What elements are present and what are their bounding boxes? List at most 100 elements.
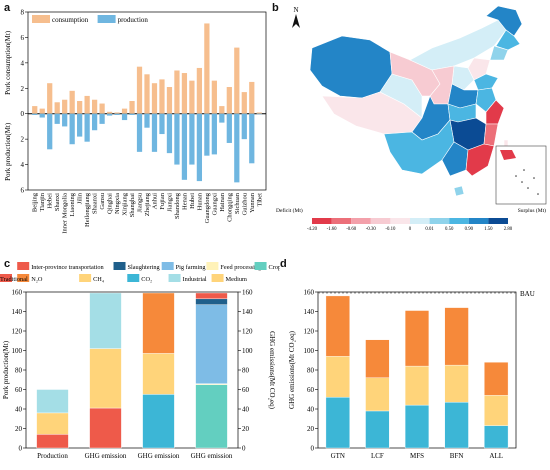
bar-production: [166, 113, 173, 154]
scale-swatch: [449, 218, 469, 224]
bar-production: [256, 113, 262, 115]
bar-consumption: [144, 74, 150, 114]
legend-label: Inter-province transportation: [31, 264, 104, 271]
y-tick-label-right: 100: [242, 347, 253, 355]
x-tick-label: GHG emission: [191, 452, 233, 460]
bar-consumption: [84, 95, 90, 114]
x-tick-label: Yunnan: [249, 192, 256, 213]
x-tick-label: Inner Mongolia: [62, 193, 69, 234]
legend-swatch: [79, 274, 92, 282]
x-tick-label: Jiangxi: [166, 193, 173, 212]
bar-consumption: [77, 101, 83, 114]
bar-CO₂: [404, 404, 430, 449]
y-tick-label: 4: [21, 59, 25, 67]
bar-segment: [142, 292, 175, 354]
bar-CH₄: [484, 395, 509, 426]
x-tick-label: Heilongjiang: [84, 192, 91, 227]
y-tick-label-left: 160: [12, 289, 23, 297]
bar-production: [174, 113, 180, 165]
y-tick-label: 80: [307, 367, 315, 375]
region-heilongjiang: [485, 5, 523, 37]
scale-swatch: [351, 218, 371, 224]
bar-consumption: [249, 81, 255, 114]
y-tick-label: 60: [307, 386, 315, 394]
bar-segment: [36, 389, 69, 414]
x-tick-label: Production: [37, 452, 68, 460]
bar-consumption: [62, 99, 68, 114]
bar-production: [189, 113, 195, 165]
bar-production: [91, 113, 98, 131]
bar-consumption: [151, 83, 158, 114]
y-tick-label-left: 140: [12, 308, 23, 316]
bar-production: [47, 113, 53, 150]
bar-production: [39, 113, 45, 118]
bar-production: [114, 113, 120, 115]
legend-label: Traditional: [0, 276, 28, 283]
scale-tick-label: 0.01: [425, 227, 434, 232]
bar-consumption: [39, 108, 45, 114]
legend-label: Slaughtering: [128, 264, 161, 271]
bar-CH₄: [325, 356, 350, 398]
bar-production: [219, 113, 225, 123]
x-tick-label: Shandong: [174, 192, 181, 219]
bar-CO₂: [484, 425, 509, 449]
bar-consumption: [166, 87, 173, 114]
y-tick-label-left: 100: [12, 347, 23, 355]
legend-swatch: [17, 274, 30, 282]
y-tick-label-right: 140: [242, 308, 253, 316]
bar-consumption: [256, 112, 262, 114]
bar-segment: [36, 434, 69, 449]
panel-label-b: b: [272, 2, 279, 14]
x-tick-label: Anhui: [151, 193, 158, 209]
region-guangdong: [465, 143, 495, 177]
bar-consumption: [174, 70, 180, 114]
legend-label: Medium: [226, 276, 247, 283]
y-axis-label-bottom: Pork production(Mt): [4, 122, 12, 181]
chart-c-axes: 0 0 20 20 40 40 60 60 80 80 100 100 120 120 140 140 160 1…: [2, 289, 276, 453]
chart-a: 8 6 4 2 0 2 4 6 Pork consumption(Mt) Pork product…: [4, 9, 267, 234]
panel-label-a: a: [4, 2, 11, 14]
y-tick-label-right: 0: [242, 445, 246, 453]
bar-production: [159, 113, 165, 135]
map-b: N: [276, 5, 547, 232]
region-xinjiang: [309, 35, 393, 99]
legend-swatch: [168, 274, 181, 282]
bar-consumption: [99, 103, 105, 114]
scale-tick-label: -1.60: [327, 227, 338, 232]
scale-swatch: [488, 218, 508, 224]
bar-production: [234, 113, 240, 183]
legend-swatch: [211, 274, 224, 282]
x-tick-label: Liaoning: [69, 192, 76, 216]
bar-CO₂: [444, 401, 469, 449]
bar-N₂O: [444, 307, 469, 366]
bar-production: [106, 113, 113, 116]
bar-consumption: [159, 79, 165, 114]
legend-swatch: [127, 274, 140, 282]
chart-d-bars: GTN LCF MFS BFN ALL: [325, 295, 509, 460]
bar-consumption: [129, 101, 135, 114]
x-tick-label: GHG emission: [138, 452, 180, 460]
bar-production: [151, 113, 158, 152]
scale-swatch: [370, 218, 391, 224]
x-tick-label: Hebei: [47, 193, 54, 209]
bar-consumption: [47, 83, 53, 114]
x-tick-label: GTN: [331, 452, 345, 460]
bau-label: BAU: [520, 290, 535, 298]
scale-tick-label: -0.60: [346, 227, 357, 232]
north-arrow-icon: [292, 14, 300, 28]
x-tick-label: Zhejiang: [144, 192, 151, 216]
bar-consumption: [54, 102, 60, 114]
x-tick-label: GHG emission: [85, 452, 127, 460]
bar-segment: [195, 304, 228, 384]
bar-segment: [142, 353, 175, 395]
chart-a-bars: [32, 23, 262, 183]
y-tick-label: 40: [307, 406, 315, 414]
x-tick-label: Guangxi: [211, 193, 218, 216]
y-tick-label-right: 40: [242, 406, 250, 414]
bar-production: [129, 113, 135, 115]
legend-swatch: [0, 274, 12, 282]
bar-segment: [195, 298, 228, 305]
bar-production: [136, 113, 143, 152]
y-tick-label-left: 20: [15, 425, 23, 433]
x-tick-label: Guizhou: [241, 192, 248, 215]
